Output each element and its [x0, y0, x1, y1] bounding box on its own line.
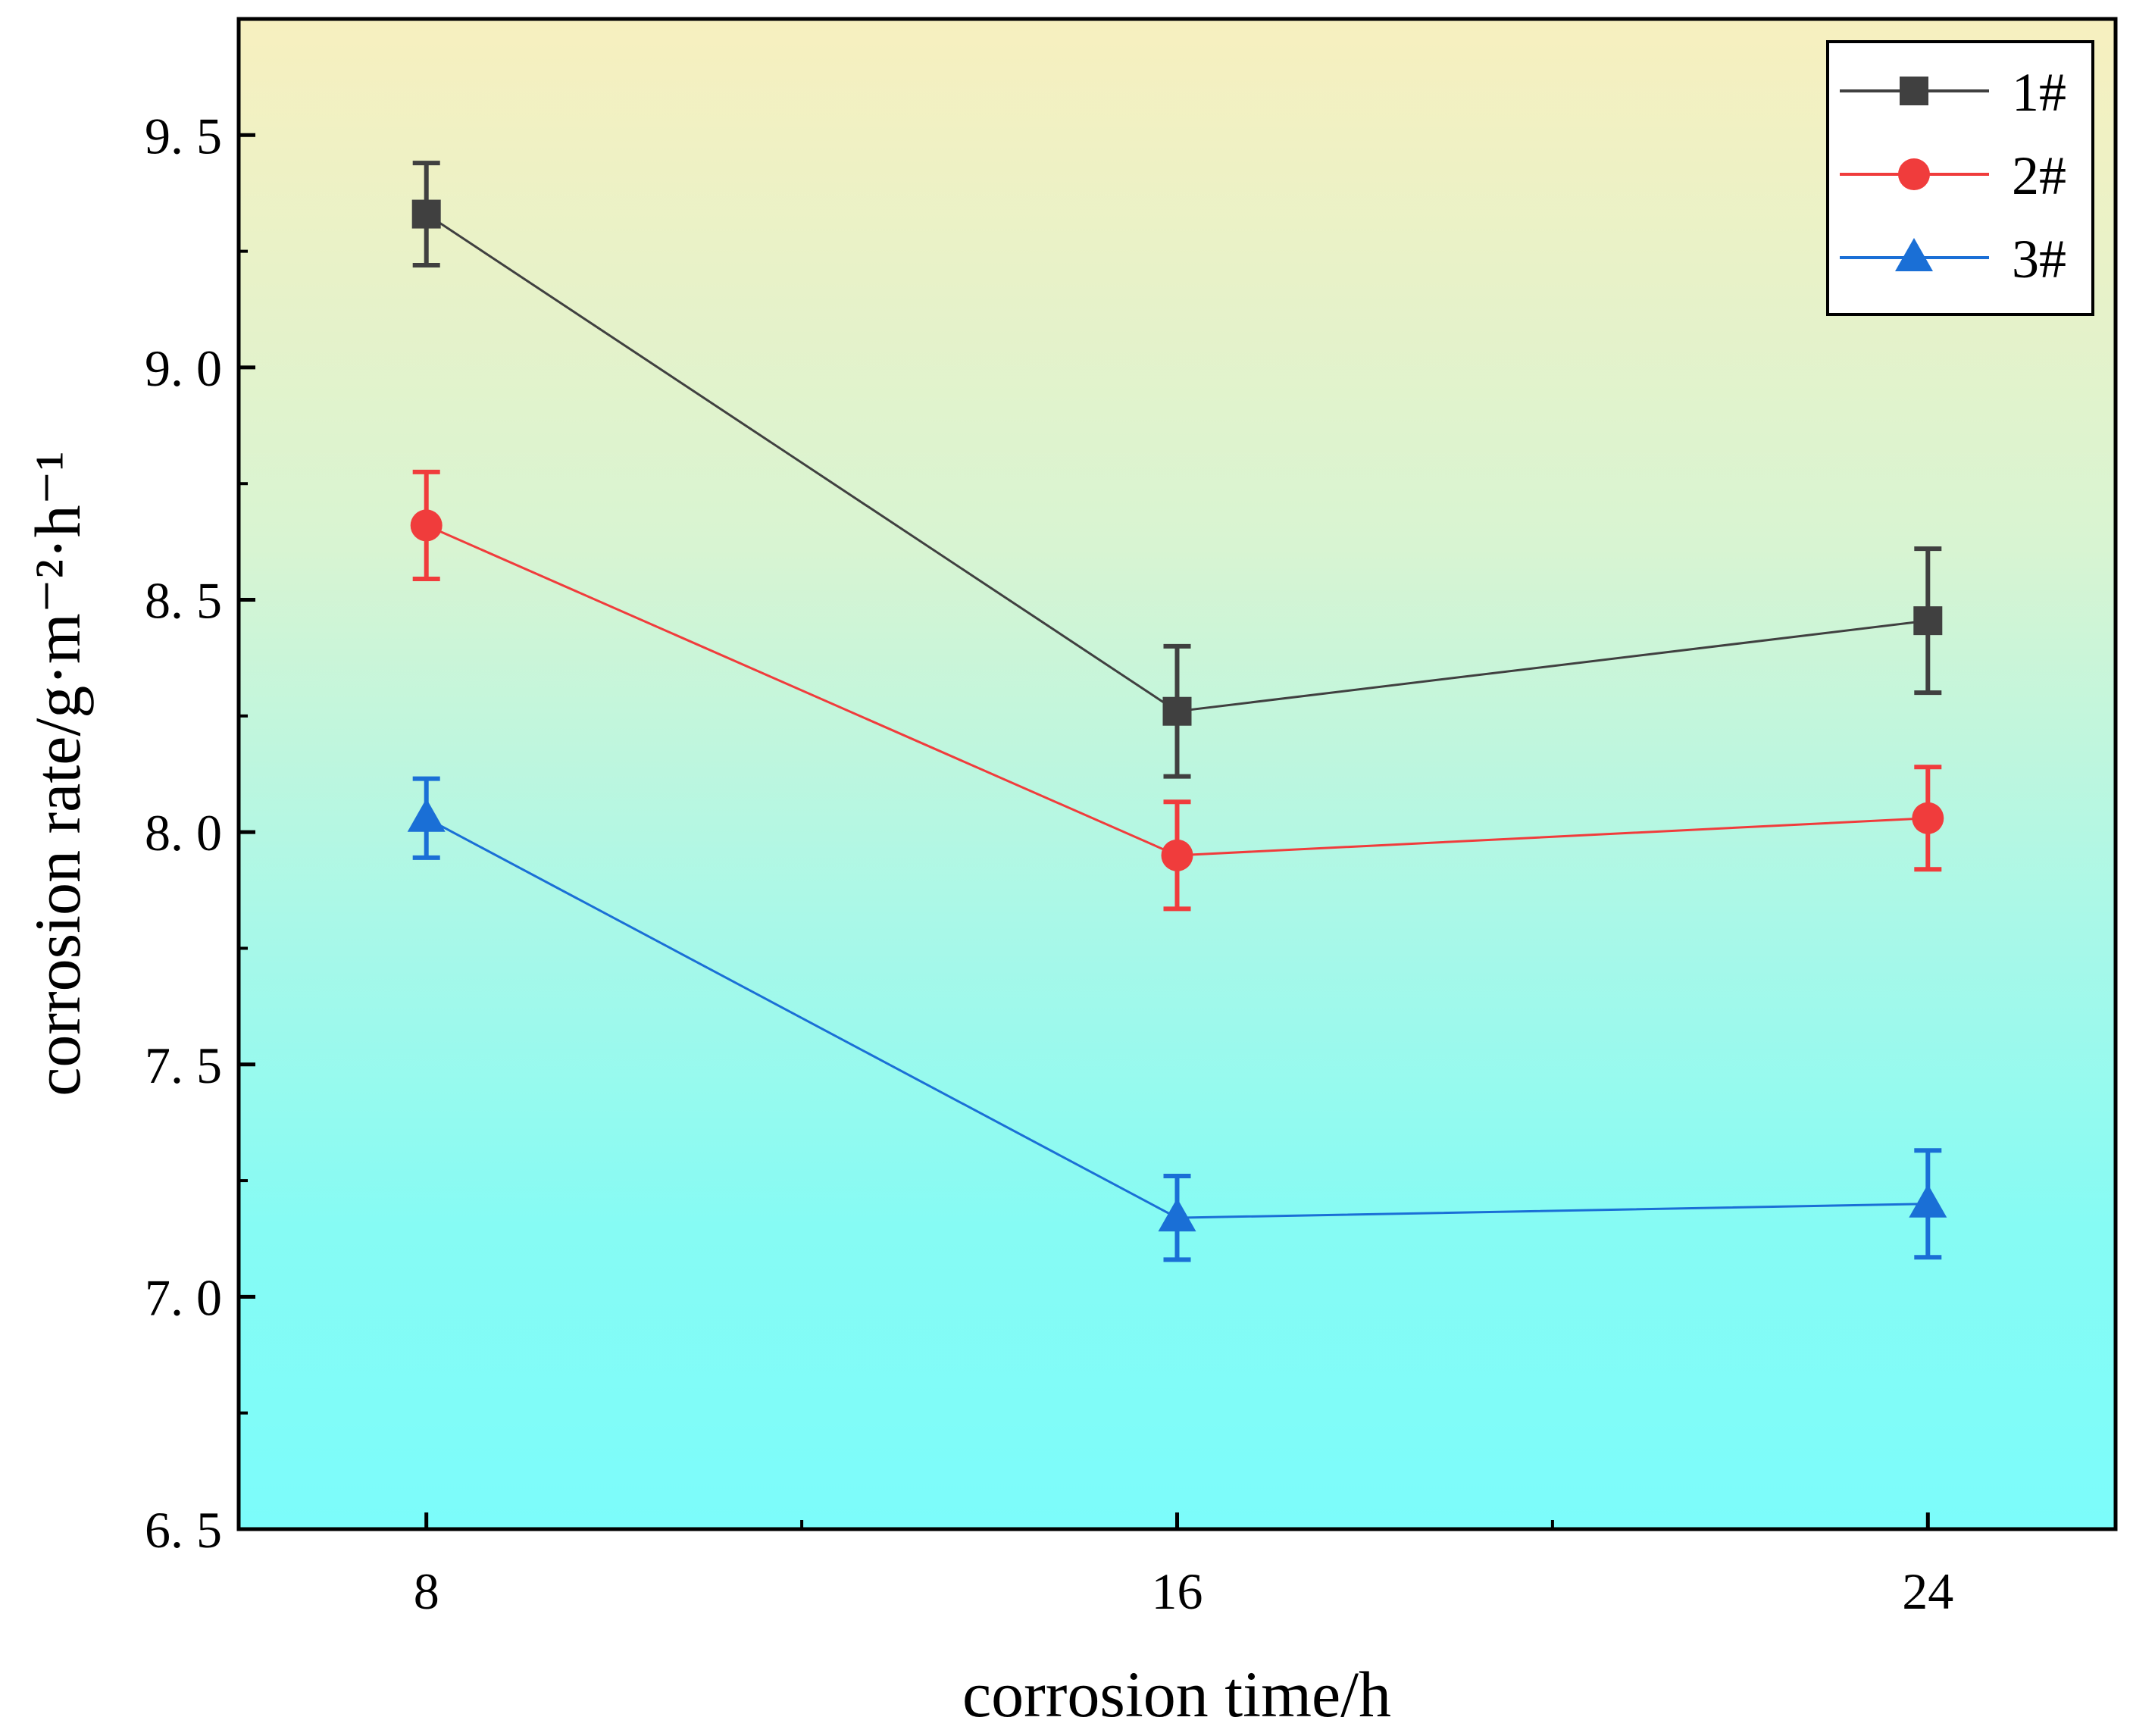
x-tick-label: 16: [1152, 1562, 1203, 1620]
data-point: [1158, 1198, 1196, 1232]
y-tick-label: 9. 0: [145, 339, 222, 397]
plot-frame: [236, 17, 2118, 1531]
legend-marker: [1898, 158, 1930, 190]
legend: 1# 2# 3#: [1826, 40, 2094, 316]
x-axis-title: corrosion time/h: [962, 1658, 1391, 1731]
y-tick-label: 9. 5: [145, 107, 222, 164]
data-point: [1909, 1184, 1947, 1218]
series-layer: [407, 161, 1947, 1262]
y-tick-label: 8. 5: [145, 572, 222, 630]
data-point: [411, 199, 441, 229]
y-axis-ticks: 6. 5 7. 0 7. 5 8. 0 8. 5 9. 0 9. 5: [145, 107, 255, 1559]
series-1: [411, 161, 1943, 779]
y-tick-label: 7. 0: [145, 1268, 222, 1326]
x-axis-ticks: 8 16 24: [414, 1512, 1953, 1620]
data-point: [1912, 802, 1944, 834]
y-axis-title: corrosion rate/g·m⁻²·h⁻¹: [21, 451, 94, 1096]
legend-label: 3#: [2012, 229, 2066, 289]
data-point: [1913, 606, 1943, 636]
legend-box: [1826, 40, 2094, 316]
y-tick-label: 7. 5: [145, 1037, 222, 1094]
y-tick-label: 6. 5: [145, 1501, 222, 1559]
legend-marker: [1900, 77, 1928, 105]
data-point: [410, 509, 443, 542]
legend-label: 2#: [2012, 145, 2066, 206]
series-2: [410, 469, 1944, 912]
data-point: [1162, 696, 1192, 726]
y-tick-label: 8. 0: [145, 804, 222, 862]
legend-marker: [1895, 238, 1933, 271]
x-tick-label: 8: [414, 1562, 439, 1620]
series-3: [407, 776, 1947, 1262]
data-point: [407, 798, 446, 832]
x-tick-label: 24: [1902, 1562, 1953, 1620]
data-point: [1161, 839, 1193, 871]
legend-label: 1#: [2012, 62, 2066, 123]
